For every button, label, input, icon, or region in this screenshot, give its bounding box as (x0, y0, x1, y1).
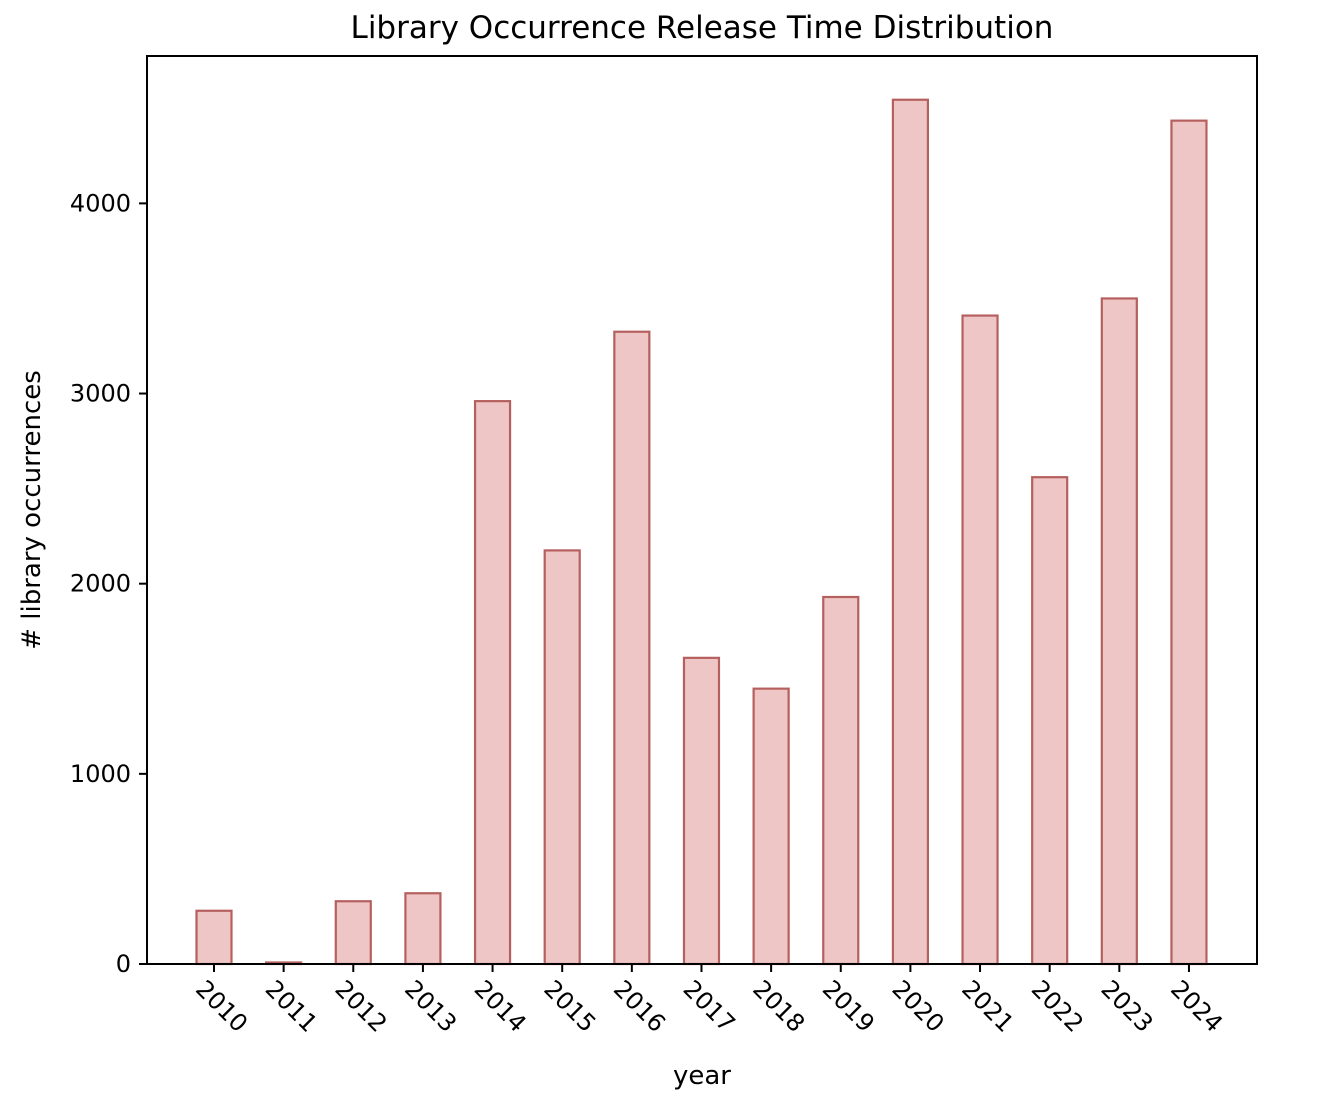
y-axis: 0 1000 2000 3000 4000 (70, 189, 147, 978)
bar-2020 (891, 98, 930, 966)
bar-2015 (543, 549, 581, 966)
y-tick-label-4000: 4000 (70, 189, 131, 217)
bar-2022 (1031, 476, 1069, 966)
chart-title: Library Occurrence Release Time Distribu… (351, 10, 1054, 46)
bar-2018 (752, 687, 790, 966)
bar-2016 (613, 330, 651, 966)
x-axis-label: year (673, 1061, 731, 1091)
bar-2021 (961, 314, 999, 966)
bar-2012 (334, 900, 372, 966)
y-tick-label-0: 0 (116, 950, 131, 978)
y-tick-label-3000: 3000 (70, 380, 131, 408)
bar-2019 (822, 595, 860, 966)
y-tick-label-1000: 1000 (70, 760, 131, 788)
plot-frame (146, 55, 1258, 965)
bars-layer (195, 98, 1208, 966)
bar-2023 (1100, 297, 1138, 966)
y-axis-label: # library occurrences (17, 370, 47, 650)
bar-2013 (404, 892, 442, 966)
bar-2024 (1170, 119, 1208, 966)
bar-2014 (473, 400, 512, 966)
y-tick-label-2000: 2000 (70, 570, 131, 598)
bar-2017 (682, 656, 721, 966)
bar-2010 (195, 909, 233, 966)
